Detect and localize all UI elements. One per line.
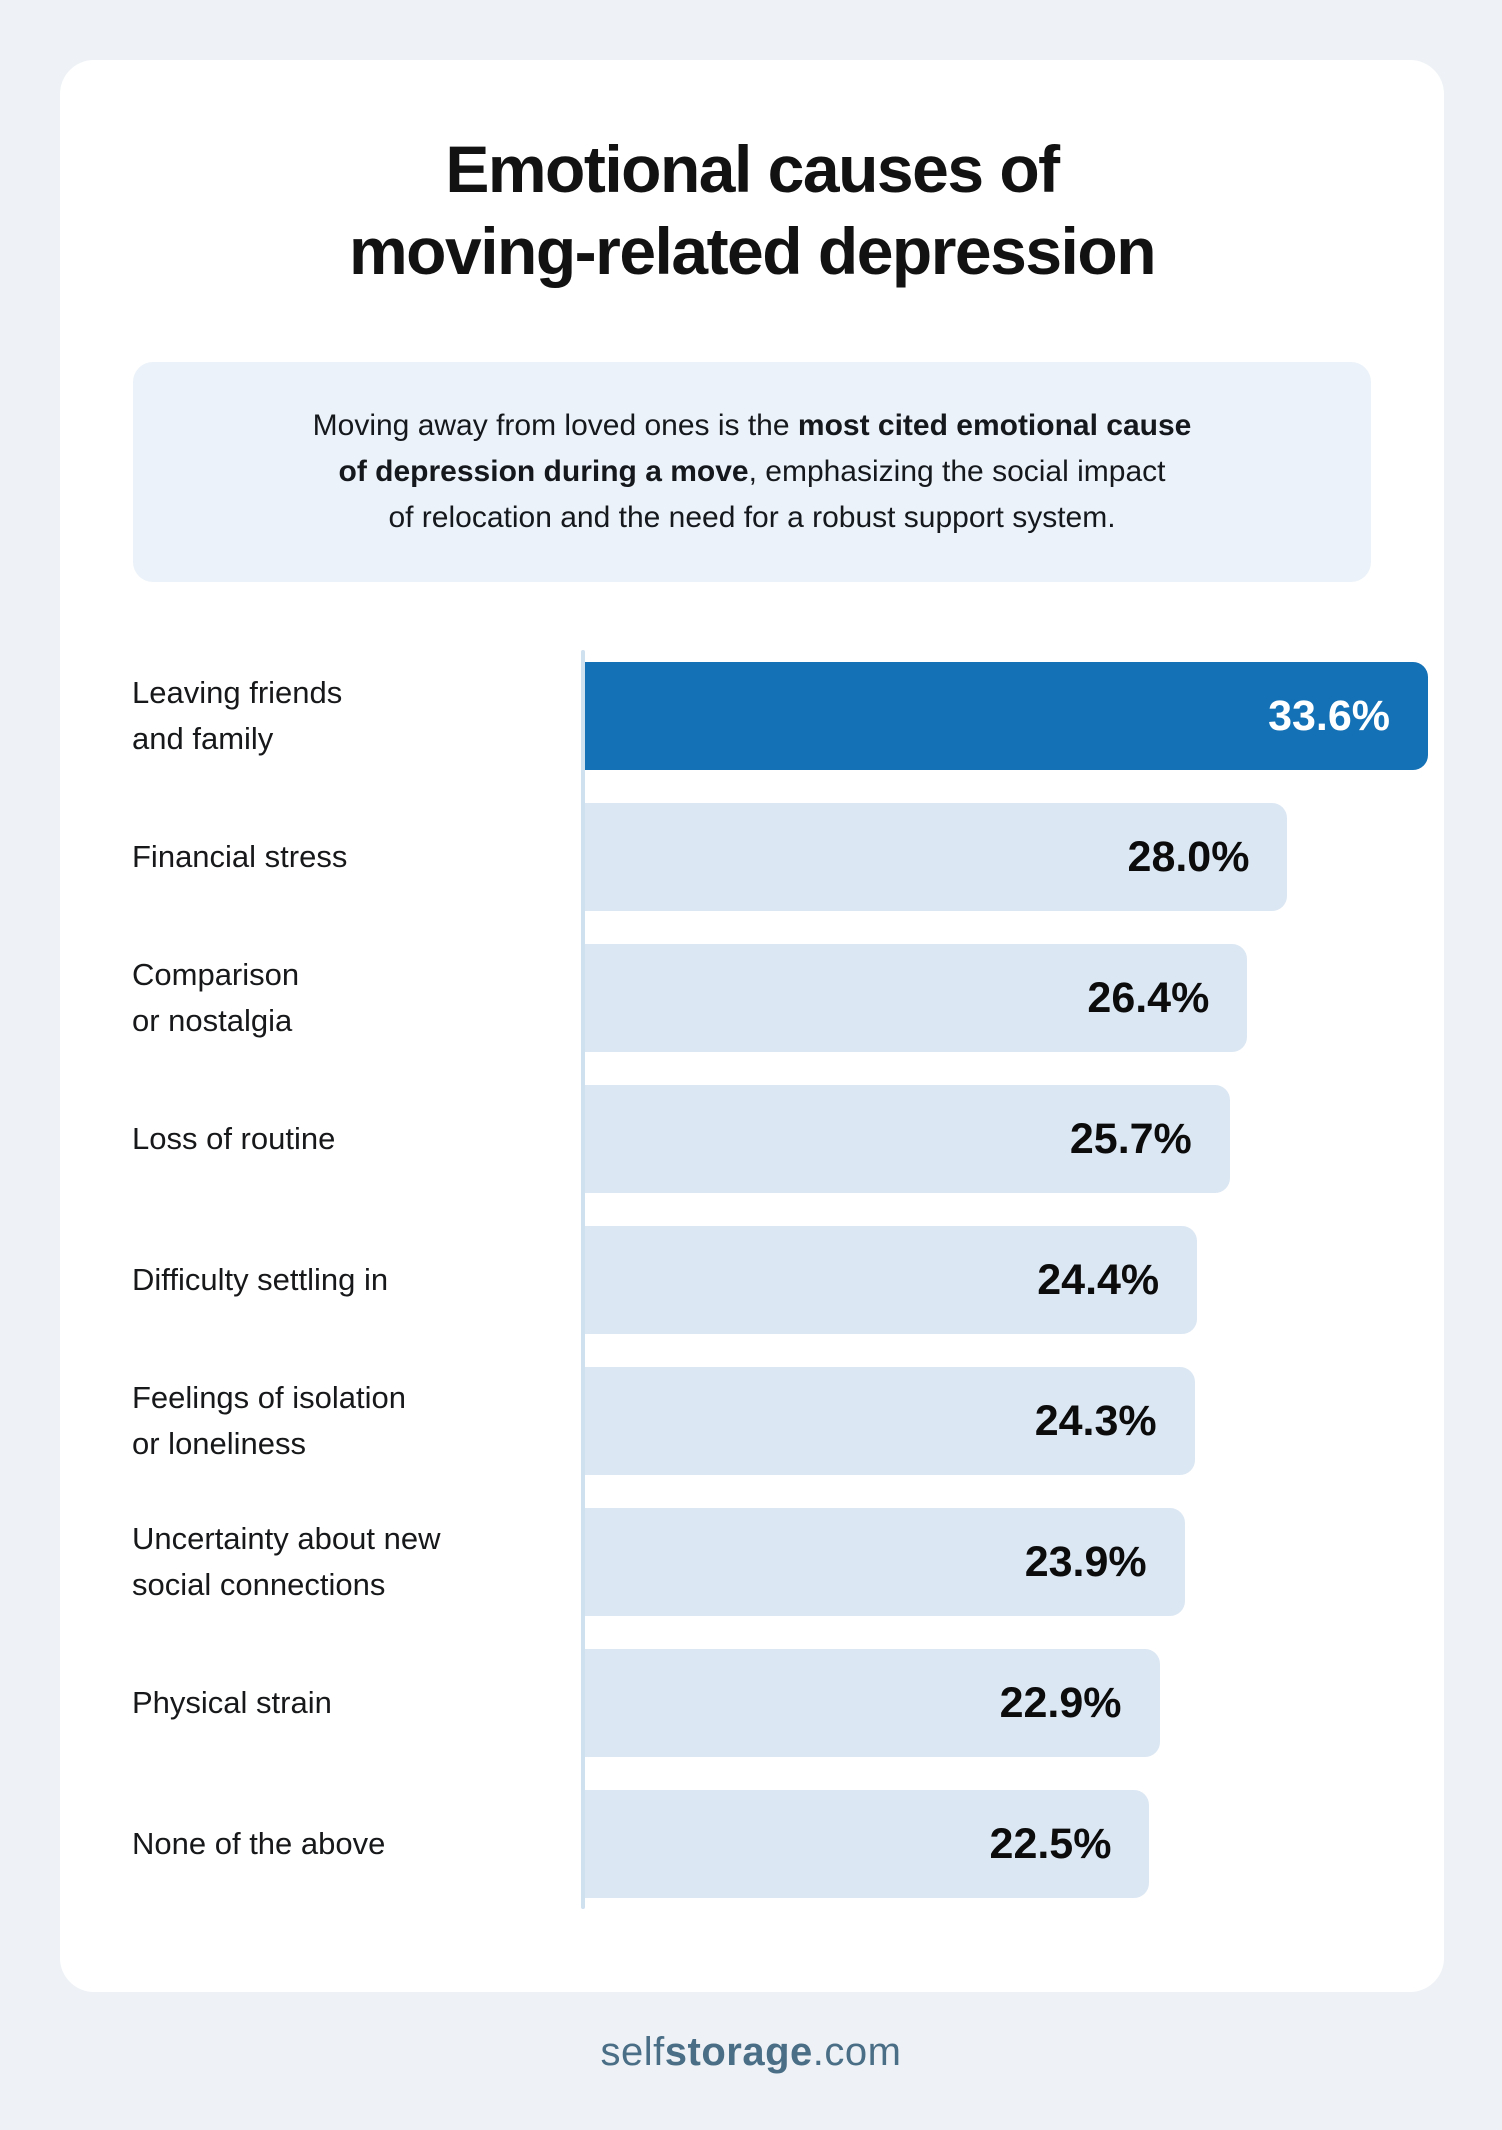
bar-value: 24.3% [1034,1396,1157,1445]
page-title: Emotional causes of moving-related depre… [60,128,1444,292]
category-label: None of the above [132,1826,386,1861]
bar-area: 26.4% [585,944,1428,1052]
category-label: Uncertainty about new social connections [132,1521,441,1602]
chart-row: Feelings of isolation or loneliness 24.3% [132,1367,1444,1475]
bar-value: 26.4% [1087,973,1210,1022]
chart-axis-line [581,650,585,1909]
bar-area: 23.9% [585,1508,1428,1616]
category-label: Financial stress [132,839,348,874]
callout-box: Moving away from loved ones is the most … [133,362,1371,582]
category-label: Difficulty settling in [132,1262,389,1297]
category-label: Leaving friends and family [132,675,343,756]
bar: 24.4% [585,1226,1198,1334]
bar-area: 24.3% [585,1367,1428,1475]
bar-value: 23.9% [1024,1537,1147,1586]
bar-area: 22.5% [585,1790,1428,1898]
chart-row: None of the above 22.5% [132,1790,1444,1898]
chart-row: Financial stress 28.0% [132,803,1444,911]
chart-row: Difficulty settling in 24.4% [132,1226,1444,1334]
category-label: Physical strain [132,1685,332,1720]
brand-regular: self [600,2030,665,2074]
chart-rows: Leaving friends and family 33.6% Financia… [132,662,1444,1898]
bar-value: 22.5% [989,1819,1112,1868]
callout-text: Moving away from loved ones is the most … [312,409,1192,534]
brand-suffix: .com [812,2030,902,2074]
bar-area: 33.6% [585,662,1428,770]
bar: 25.7% [585,1085,1230,1193]
chart-row: Uncertainty about new social connections … [132,1508,1444,1616]
bar: 33.6% [585,662,1428,770]
bar-area: 28.0% [585,803,1428,911]
bar: 22.9% [585,1649,1160,1757]
chart-row: Physical strain 22.9% [132,1649,1444,1757]
brand-bold: storage [664,2030,813,2074]
chart-row: Leaving friends and family 33.6% [132,662,1444,770]
bar-value: 25.7% [1069,1114,1192,1163]
bar-value: 33.6% [1268,691,1390,740]
chart-row: Loss of routine 25.7% [132,1085,1444,1193]
bar: 23.9% [585,1508,1185,1616]
category-label: Comparison or nostalgia [132,957,300,1038]
category-label: Feelings of isolation or loneliness [132,1380,406,1461]
bar-value: 22.9% [999,1678,1122,1727]
page-title-line-2: moving-related depression [348,214,1157,288]
chart-row: Comparison or nostalgia 26.4% [132,944,1444,1052]
bar-area: 24.4% [585,1226,1428,1334]
bar-value: 28.0% [1127,832,1250,881]
bar-chart: Leaving friends and family 33.6% Financia… [132,650,1444,1909]
bar: 24.3% [585,1367,1195,1475]
page-title-line-1: Emotional causes of [445,132,1060,206]
footer-brand: selfstorage.com [0,2030,1502,2075]
content-card: Emotional causes of moving-related depre… [60,60,1444,1992]
bar: 22.5% [585,1790,1150,1898]
bar-area: 25.7% [585,1085,1428,1193]
category-label: Loss of routine [132,1121,336,1156]
bar-value: 24.4% [1037,1255,1160,1304]
bar: 26.4% [585,944,1248,1052]
bar: 28.0% [585,803,1288,911]
bar-area: 22.9% [585,1649,1428,1757]
